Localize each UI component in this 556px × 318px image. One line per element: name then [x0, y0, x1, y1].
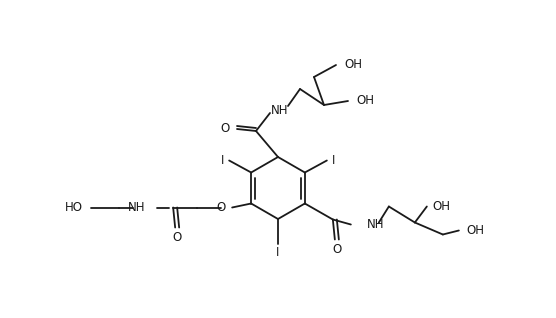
Text: NH: NH — [367, 218, 384, 231]
Text: OH: OH — [356, 94, 374, 107]
Text: O: O — [172, 231, 182, 244]
Text: I: I — [221, 154, 224, 167]
Text: HO: HO — [65, 201, 83, 214]
Text: OH: OH — [467, 224, 485, 237]
Text: I: I — [332, 154, 335, 167]
Text: O: O — [332, 243, 341, 256]
Text: NH: NH — [271, 105, 289, 117]
Text: NH: NH — [128, 201, 145, 214]
Text: O: O — [216, 201, 225, 214]
Text: OH: OH — [433, 200, 451, 213]
Text: I: I — [276, 245, 280, 259]
Text: O: O — [221, 121, 230, 135]
Text: OH: OH — [344, 59, 362, 72]
